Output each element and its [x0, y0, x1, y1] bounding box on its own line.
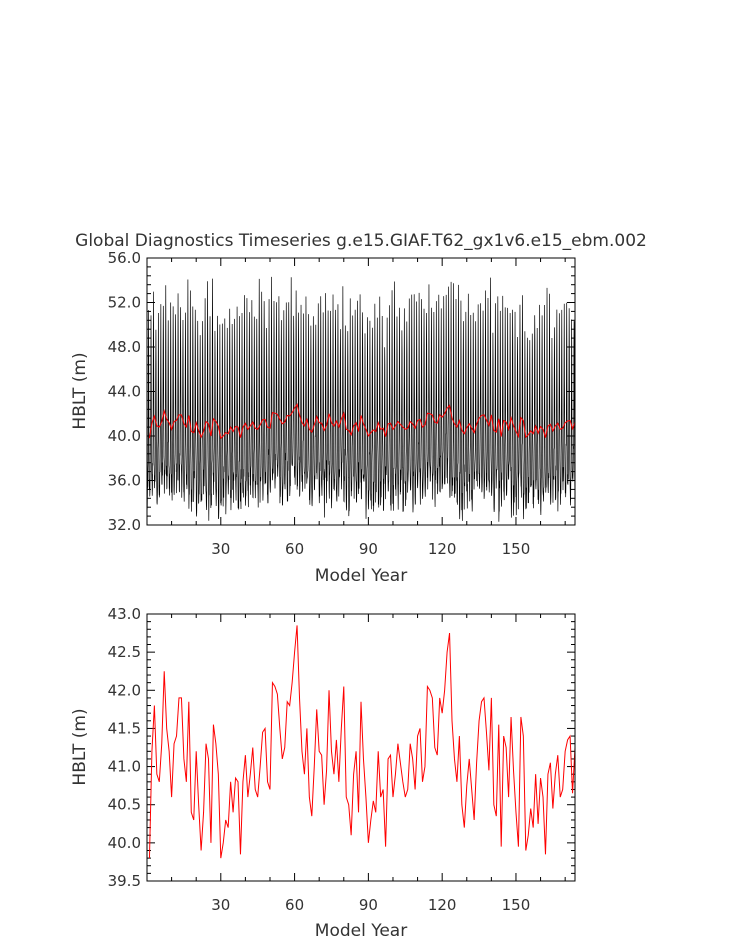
monthly-series-line [146, 276, 576, 522]
top-y-tick-label: 32.0 [108, 516, 141, 534]
bottom-y-axis-label: HBLT (m) [70, 708, 90, 785]
top-y-axis-label: HBLT (m) [70, 352, 90, 429]
bottom-tick-labels: 30 60 90 120 150 39.5 40.0 40.5 41.0 41.5 42.0 42.5… [108, 605, 531, 914]
bottom-x-tick-label: 30 [211, 896, 230, 914]
series-annual-line-bottom [148, 625, 576, 859]
chart-title: Global Diagnostics Timeseries g.e15.GIAF… [75, 231, 647, 251]
bottom-y-tick-label: 41.5 [108, 719, 141, 737]
top-y-tick-label: 56.0 [108, 249, 141, 267]
top-panel: 30 60 90 120 150 32.0 36.0 40.0 44.0 48.0 52.0 56.0… [70, 249, 576, 586]
top-x-tick-label: 90 [359, 540, 378, 558]
bottom-panel: 30 60 90 120 150 39.5 40.0 40.5 41.0 41.5 42.0 42.5… [70, 605, 576, 941]
bottom-x-tick-label: 60 [285, 896, 304, 914]
bottom-plot-frame [146, 613, 576, 882]
series-monthly-line [146, 276, 576, 522]
bottom-y-tick-label: 40.0 [108, 834, 141, 852]
top-y-tick-label: 48.0 [108, 338, 141, 356]
bottom-x-tick-label: 90 [359, 896, 378, 914]
annual-series-line-top [148, 403, 576, 440]
top-y-tick-label: 52.0 [108, 294, 141, 312]
annual-series-line-bottom [148, 625, 576, 859]
bottom-y-tick-label: 42.0 [108, 681, 141, 699]
bottom-y-tick-label: 40.5 [108, 796, 141, 814]
top-tick-labels: 30 60 90 120 150 32.0 36.0 40.0 44.0 48.0 52.0 56.0 [108, 249, 531, 558]
bottom-y-tick-label: 42.5 [108, 643, 141, 661]
top-x-tick-label: 30 [211, 540, 230, 558]
bottom-x-tick-label: 120 [428, 896, 457, 914]
series-annual-line-top [148, 403, 576, 440]
top-x-axis-label: Model Year [315, 566, 407, 586]
top-plot-frame [146, 257, 576, 526]
top-y-tick-label: 36.0 [108, 472, 141, 490]
top-x-tick-label: 120 [428, 540, 457, 558]
bottom-x-tick-label: 150 [502, 896, 531, 914]
bottom-x-axis-label: Model Year [315, 921, 407, 941]
bottom-y-tick-label: 41.0 [108, 758, 141, 776]
top-y-tick-label: 44.0 [108, 383, 141, 401]
bottom-y-tick-label: 39.5 [108, 872, 141, 890]
bottom-y-tick-label: 43.0 [108, 605, 141, 623]
top-x-tick-label: 60 [285, 540, 304, 558]
bottom-ticks [147, 613, 575, 882]
top-y-tick-label: 40.0 [108, 427, 141, 445]
top-x-tick-label: 150 [502, 540, 531, 558]
